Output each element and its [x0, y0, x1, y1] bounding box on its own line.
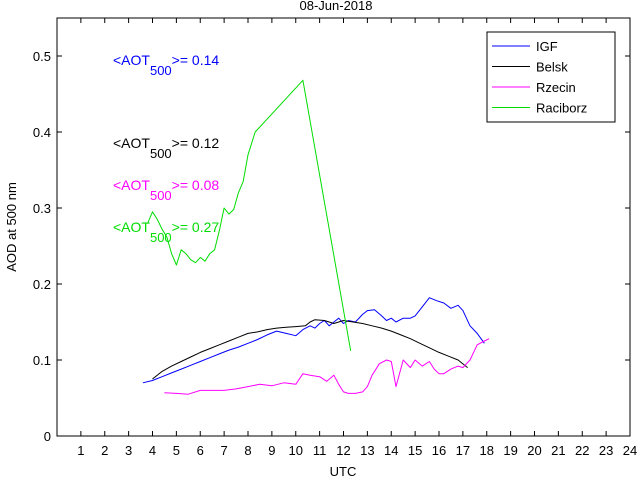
aot-annotation: <AOT500>= 0.12 [113, 135, 219, 161]
x-axis-ticks: 1 2 3 4 5 6 7 8 9 10 11 12 13 14 15 16 17 18 19 20 21 22 23 24 [77, 18, 637, 458]
x-tick-label: 22 [575, 443, 589, 458]
y-tick-label: 0.2 [33, 277, 51, 292]
annotation-layer: <AOT500>= 0.14 <AOT500>= 0.12 <AOT500>= 0.… [113, 52, 219, 245]
series-line-igf [142, 297, 485, 384]
y-axis-label: AOD at 500 nm [4, 182, 19, 272]
x-tick-label: 16 [432, 443, 446, 458]
x-tick-label: 19 [503, 443, 517, 458]
series-layer [142, 79, 490, 395]
x-tick-label: 15 [408, 443, 422, 458]
legend-label-belsk: Belsk [536, 60, 568, 75]
series-line-belsk [152, 319, 468, 380]
chart-title: 08-Jun-2018 [300, 0, 373, 13]
x-tick-label: 21 [551, 443, 565, 458]
x-tick-label: 5 [173, 443, 180, 458]
x-tick-label: 18 [480, 443, 494, 458]
x-tick-label: 20 [527, 443, 541, 458]
series-line-rzecin [164, 338, 490, 395]
y-tick-label: 0.1 [33, 353, 51, 368]
x-tick-label: 7 [221, 443, 228, 458]
x-tick-label: 24 [623, 443, 637, 458]
legend-label-rzecin: Rzecin [536, 80, 576, 95]
x-tick-label: 10 [289, 443, 303, 458]
aot-annotation: <AOT500>= 0.27 [113, 219, 219, 245]
x-tick-label: 17 [456, 443, 470, 458]
series-line-raciborz [147, 79, 352, 351]
y-tick-label: 0 [44, 429, 51, 444]
x-tick-label: 12 [336, 443, 350, 458]
legend: IGF Belsk Rzecin Raciborz [486, 31, 616, 123]
y-tick-label: 0.5 [33, 49, 51, 64]
legend-label-raciborz: Raciborz [536, 101, 587, 116]
x-tick-label: 23 [599, 443, 613, 458]
x-tick-label: 3 [125, 443, 132, 458]
x-tick-label: 13 [360, 443, 374, 458]
x-tick-label: 9 [268, 443, 275, 458]
y-tick-label: 0.4 [33, 125, 51, 140]
x-tick-label: 2 [101, 443, 108, 458]
y-axis-ticks: 0 0.1 0.2 0.3 0.4 0.5 [33, 49, 630, 444]
x-tick-label: 14 [384, 443, 398, 458]
legend-label-igf: IGF [536, 39, 558, 54]
aot-annotation: <AOT500>= 0.08 [113, 177, 219, 203]
x-tick-label: 1 [77, 443, 84, 458]
aot-annotation: <AOT500>= 0.14 [113, 52, 219, 78]
x-tick-label: 11 [313, 443, 327, 458]
x-tick-label: 6 [197, 443, 204, 458]
y-tick-label: 0.3 [33, 201, 51, 216]
x-tick-label: 8 [244, 443, 251, 458]
x-tick-label: 4 [149, 443, 156, 458]
x-axis-label: UTC [330, 464, 357, 479]
